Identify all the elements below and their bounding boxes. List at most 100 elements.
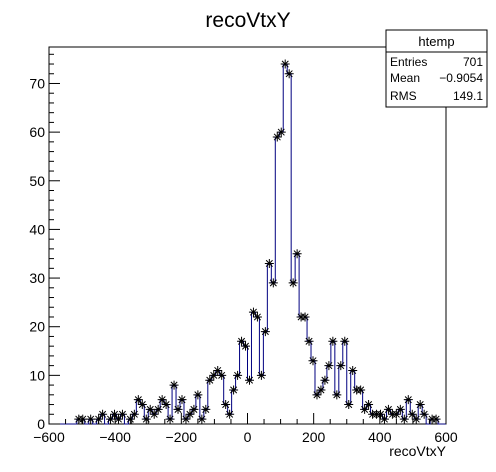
- data-point-marker: [364, 400, 374, 410]
- y-tick-label: 60: [29, 124, 45, 140]
- x-tick-label: 0: [244, 429, 252, 445]
- data-point-marker: [348, 365, 358, 375]
- stats-rms-label: RMS: [390, 89, 417, 103]
- data-point-marker: [110, 409, 120, 419]
- data-point-marker: [201, 404, 211, 414]
- data-point-marker: [86, 414, 96, 424]
- data-point-marker: [344, 400, 354, 410]
- data-point-marker: [292, 249, 302, 259]
- data-point-marker: [157, 395, 167, 405]
- data-point-marker: [244, 375, 254, 385]
- data-point-marker: [312, 390, 322, 400]
- data-point-marker: [137, 400, 147, 410]
- data-point-marker: [213, 365, 223, 375]
- y-axis: 0 10 20 30 40 50 60 70: [29, 53, 60, 432]
- x-tick-label: −600: [33, 429, 65, 445]
- data-point-marker: [225, 409, 235, 419]
- data-point-marker: [415, 400, 425, 410]
- data-point-marker: [205, 375, 215, 385]
- data-point-marker: [308, 356, 318, 366]
- x-tick-label: 600: [434, 429, 458, 445]
- data-point-marker: [133, 395, 143, 405]
- data-point-marker: [379, 414, 389, 424]
- data-point-marker: [141, 414, 151, 424]
- y-tick-label: 10: [29, 367, 45, 383]
- data-point-marker: [360, 404, 370, 414]
- stats-entries-label: Entries: [390, 55, 427, 69]
- data-point-marker: [189, 404, 199, 414]
- data-point-marker: [169, 380, 179, 390]
- marker-layer: [74, 59, 441, 424]
- data-point-marker: [383, 404, 393, 414]
- data-point-marker: [407, 409, 417, 419]
- stats-box-title: htemp: [418, 34, 454, 49]
- stats-mean-value: −0.9054: [439, 71, 483, 85]
- data-point-marker: [399, 414, 409, 424]
- y-tick-label: 30: [29, 270, 45, 286]
- data-point-marker: [268, 278, 278, 288]
- x-axis-title: recoVtxY: [389, 443, 446, 459]
- data-point-marker: [252, 312, 262, 322]
- data-point-marker: [185, 409, 195, 419]
- data-point-marker: [248, 307, 258, 317]
- data-point-marker: [221, 400, 231, 410]
- data-point-marker: [165, 414, 175, 424]
- x-tick-label: 400: [368, 429, 392, 445]
- data-point-marker: [280, 59, 290, 69]
- data-point-marker: [98, 409, 108, 419]
- data-point-marker: [153, 404, 163, 414]
- data-point-marker: [217, 370, 227, 380]
- data-point-marker: [304, 336, 314, 346]
- data-point-marker: [272, 132, 282, 142]
- data-point-marker: [264, 258, 274, 268]
- data-point-marker: [300, 312, 310, 322]
- x-axis: −600 −400 −200 0 200 400 600: [33, 413, 458, 445]
- chart-title: recoVtxY: [205, 9, 290, 32]
- data-point-marker: [149, 409, 159, 419]
- data-point-marker: [284, 69, 294, 79]
- data-point-marker: [113, 414, 123, 424]
- data-point-marker: [328, 336, 338, 346]
- data-point-marker: [233, 370, 243, 380]
- stats-box: htemp Entries 701 Mean −0.9054 RMS 149.1: [385, 29, 488, 108]
- stats-entries-value: 701: [463, 55, 483, 69]
- y-tick-label: 70: [29, 75, 45, 91]
- histogram-layer: [49, 63, 446, 425]
- data-point-marker: [431, 414, 441, 424]
- data-point-marker: [177, 395, 187, 405]
- x-tick-label: 200: [302, 429, 326, 445]
- stats-rms-value: 149.1: [453, 89, 483, 103]
- x-tick-label: −400: [99, 429, 131, 445]
- data-point-marker: [316, 385, 326, 395]
- data-point-marker: [209, 370, 219, 380]
- data-point-marker: [395, 404, 405, 414]
- data-point-marker: [320, 375, 330, 385]
- data-point-marker: [106, 414, 116, 424]
- data-point-marker: [78, 414, 88, 424]
- stats-box-frame: [385, 29, 488, 108]
- data-point-marker: [391, 409, 401, 419]
- data-point-marker: [173, 404, 183, 414]
- data-point-marker: [117, 409, 127, 419]
- data-point-marker: [260, 327, 270, 337]
- data-point-marker: [161, 400, 171, 410]
- y-tick-label: 20: [29, 319, 45, 335]
- data-point-marker: [356, 385, 366, 395]
- data-point-marker: [403, 395, 413, 405]
- data-point-marker: [332, 390, 342, 400]
- data-point-marker: [375, 409, 385, 419]
- data-point-marker: [340, 336, 350, 346]
- data-point-marker: [241, 341, 251, 351]
- data-point-marker: [125, 414, 135, 424]
- data-point-marker: [229, 385, 239, 395]
- x-tick-label: −200: [166, 429, 198, 445]
- stats-mean-label: Mean: [390, 71, 420, 85]
- data-point-marker: [256, 370, 266, 380]
- data-point-marker: [129, 409, 139, 419]
- data-point-marker: [193, 390, 203, 400]
- data-point-marker: [324, 361, 334, 371]
- data-point-marker: [237, 336, 247, 346]
- data-point-marker: [336, 361, 346, 371]
- y-tick-label: 50: [29, 173, 45, 189]
